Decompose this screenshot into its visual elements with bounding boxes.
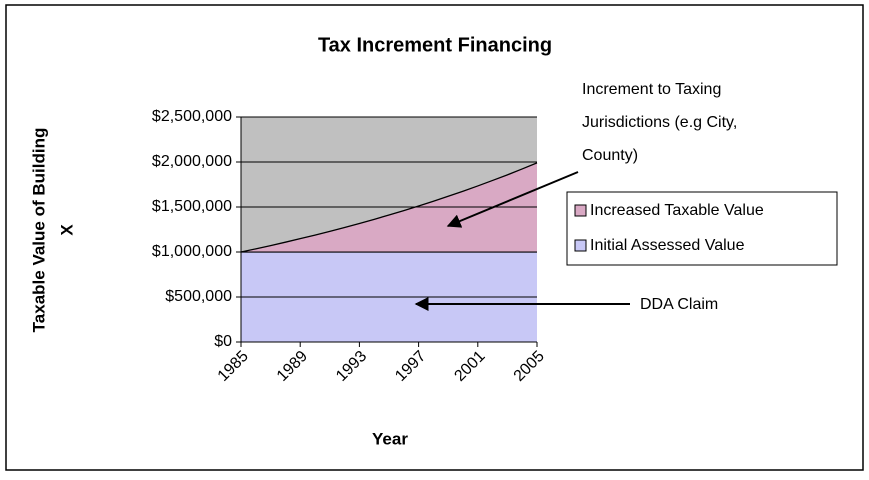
chart-title: Tax Increment Financing xyxy=(318,34,552,56)
y-tick-label: $2,500,000 xyxy=(152,108,232,125)
area-edge xyxy=(240,162,538,253)
annotation: County) xyxy=(582,147,638,164)
y-tick-label: $1,000,000 xyxy=(152,243,232,260)
y-tick-label: $1,500,000 xyxy=(152,198,232,215)
legend-label: Initial Assessed Value xyxy=(590,237,745,254)
area xyxy=(241,162,537,252)
legend-swatch xyxy=(574,204,587,217)
y-tick-label: $2,000,000 xyxy=(152,153,232,170)
x-axis-label: Year xyxy=(372,429,408,448)
annotation: Increment to Taxing xyxy=(582,81,721,98)
y-axis-label: X xyxy=(57,224,76,236)
legend-swatch xyxy=(574,239,587,252)
plot-area xyxy=(240,117,538,342)
y-axis-label: Taxable Value of Building xyxy=(29,128,48,333)
legend-box xyxy=(566,191,838,266)
y-tick-label: $0 xyxy=(214,333,232,350)
y-tick-label: $500,000 xyxy=(165,288,232,305)
legend-label: Increased Taxable Value xyxy=(590,202,764,219)
annotations: Increment to Taxing Jurisdictions (e.g C… xyxy=(414,81,737,313)
annotation: DDA Claim xyxy=(640,296,718,313)
annotation: Jurisdictions (e.g City, xyxy=(582,114,737,131)
arrow xyxy=(446,171,579,228)
